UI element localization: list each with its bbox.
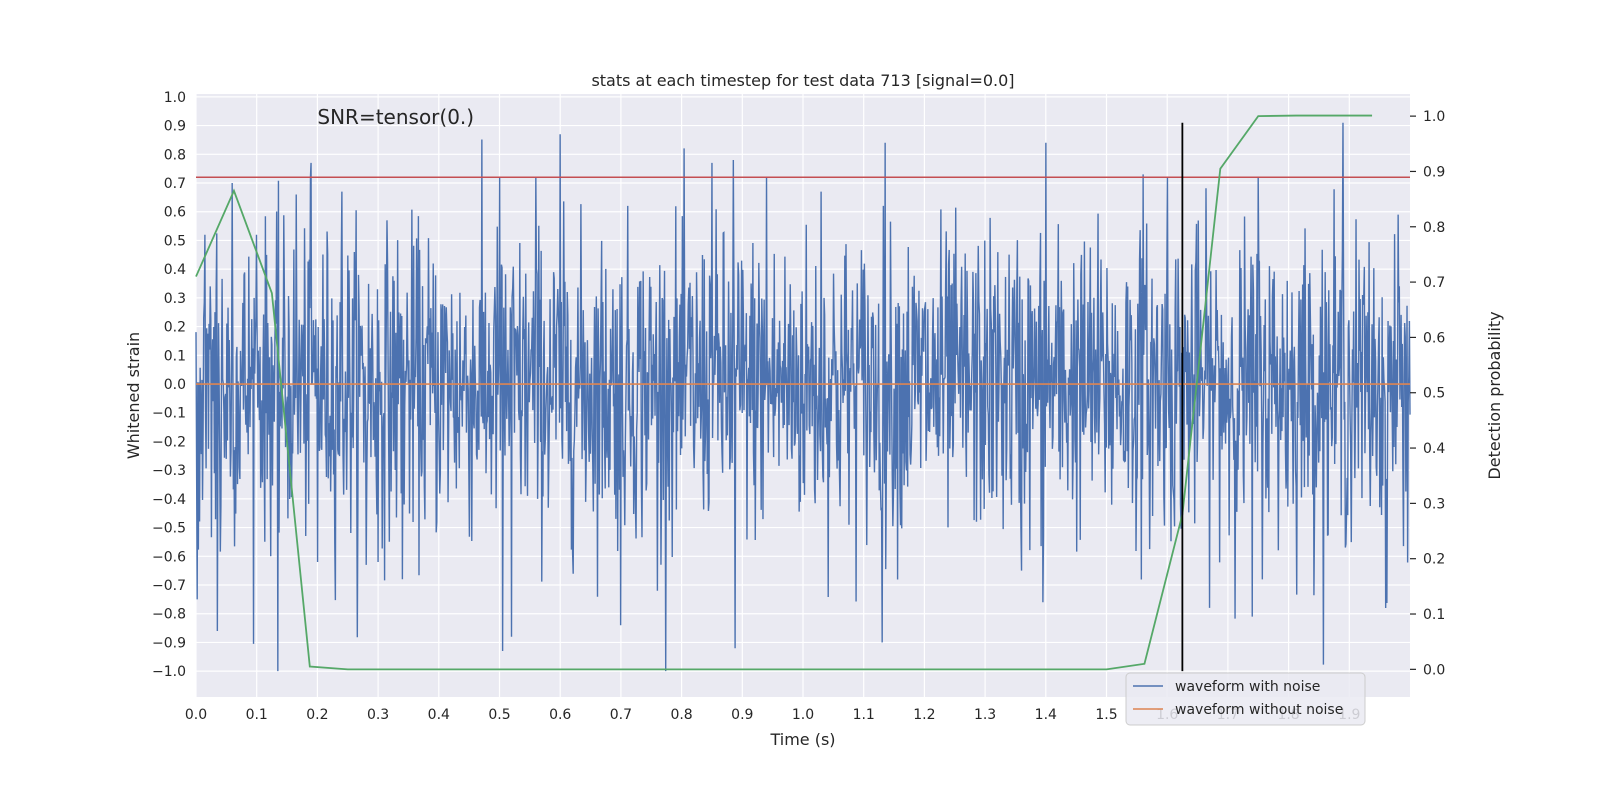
y-tick-label: −0.1 [152,406,186,422]
chart-title: stats at each timestep for test data 713… [591,71,1014,90]
x-tick-label: 0.3 [367,707,389,723]
y-tick-label: 0.9 [164,119,186,135]
y-tick-label: −0.5 [152,521,186,537]
y-tick-label: 0.3 [164,291,186,307]
x-tick-label: 0.9 [731,707,753,723]
x-axis-label: Time (s) [769,730,835,749]
y2-tick-label: 1.0 [1423,109,1445,125]
x-tick-label: 0.4 [428,707,450,723]
legend-entry-waveform-with-noise: waveform with noise [1175,679,1320,695]
y2-tick-label: 0.0 [1423,662,1445,678]
x-tick-label: 0.8 [670,707,692,723]
y-tick-label: 0.1 [164,348,186,364]
x-tick-label: 0.6 [549,707,571,723]
y2-tick-label: 0.3 [1423,496,1445,512]
legend: waveform with noise waveform without noi… [1125,672,1366,726]
x-tick-label: 0.7 [610,707,632,723]
y-tick-label: 0.8 [164,147,186,163]
x-tick-label: 1.3 [974,707,996,723]
y-tick-label: −0.9 [152,635,186,651]
y-tick-label: −0.4 [152,492,186,508]
series-detection-probability [195,114,1373,671]
y-axis-label: Whitened strain [124,332,143,459]
y2-tick-label: 0.5 [1423,386,1445,402]
x-tick-label: 0.5 [488,707,510,723]
x-tick-label: 1.5 [1095,707,1117,723]
x-tick-label: 1.0 [792,707,814,723]
y2-tick-label: 0.8 [1423,220,1445,236]
y-tick-label: −0.6 [152,549,186,565]
y-tick-label: 1.0 [164,90,186,106]
x-tick-label: 0.1 [246,707,268,723]
x-tick-label: 1.4 [1035,707,1057,723]
snr-annotation: SNR=tensor(0.) [317,105,474,129]
y2-tick-label: 0.2 [1423,552,1445,568]
x-tick-label: 0.2 [306,707,328,723]
x-tick-label: 0.0 [185,707,207,723]
y-tick-label: 0.5 [164,233,186,249]
y-tick-label: 0.6 [164,205,186,221]
y2-axis-label: Detection probability [1485,311,1504,479]
x-tick-label: 1.2 [913,707,935,723]
y-tick-label: 0.2 [164,320,186,336]
y-tick-label: 0.7 [164,176,186,192]
series-layer [195,114,1411,672]
series-waveform-with-noise [195,122,1411,672]
y2-tick-label: 0.4 [1423,441,1445,457]
ticks: 0.0 0.1 0.2 0.3 0.4 0.5 0.6 0.7 0.8 0.9 1.0 1.1 1.2 1… [152,90,1445,723]
y-tick-label: −0.2 [152,434,186,450]
legend-entry-waveform-without-noise: waveform without noise [1175,702,1343,718]
y2-tick-label: 0.7 [1423,275,1445,291]
y-tick-label: −0.3 [152,463,186,479]
legend-box [1125,672,1366,726]
y2-tick-label: 0.9 [1423,164,1445,180]
y2-tick-label: 0.1 [1423,607,1445,623]
y-tick-label: 0.0 [164,377,186,393]
y-tick-label: −0.7 [152,578,186,594]
y-tick-label: 0.4 [164,262,186,278]
y-tick-label: −1.0 [152,664,186,680]
x-tick-label: 1.1 [853,707,875,723]
y2-tick-label: 0.6 [1423,330,1445,346]
y-tick-label: −0.8 [152,607,186,623]
